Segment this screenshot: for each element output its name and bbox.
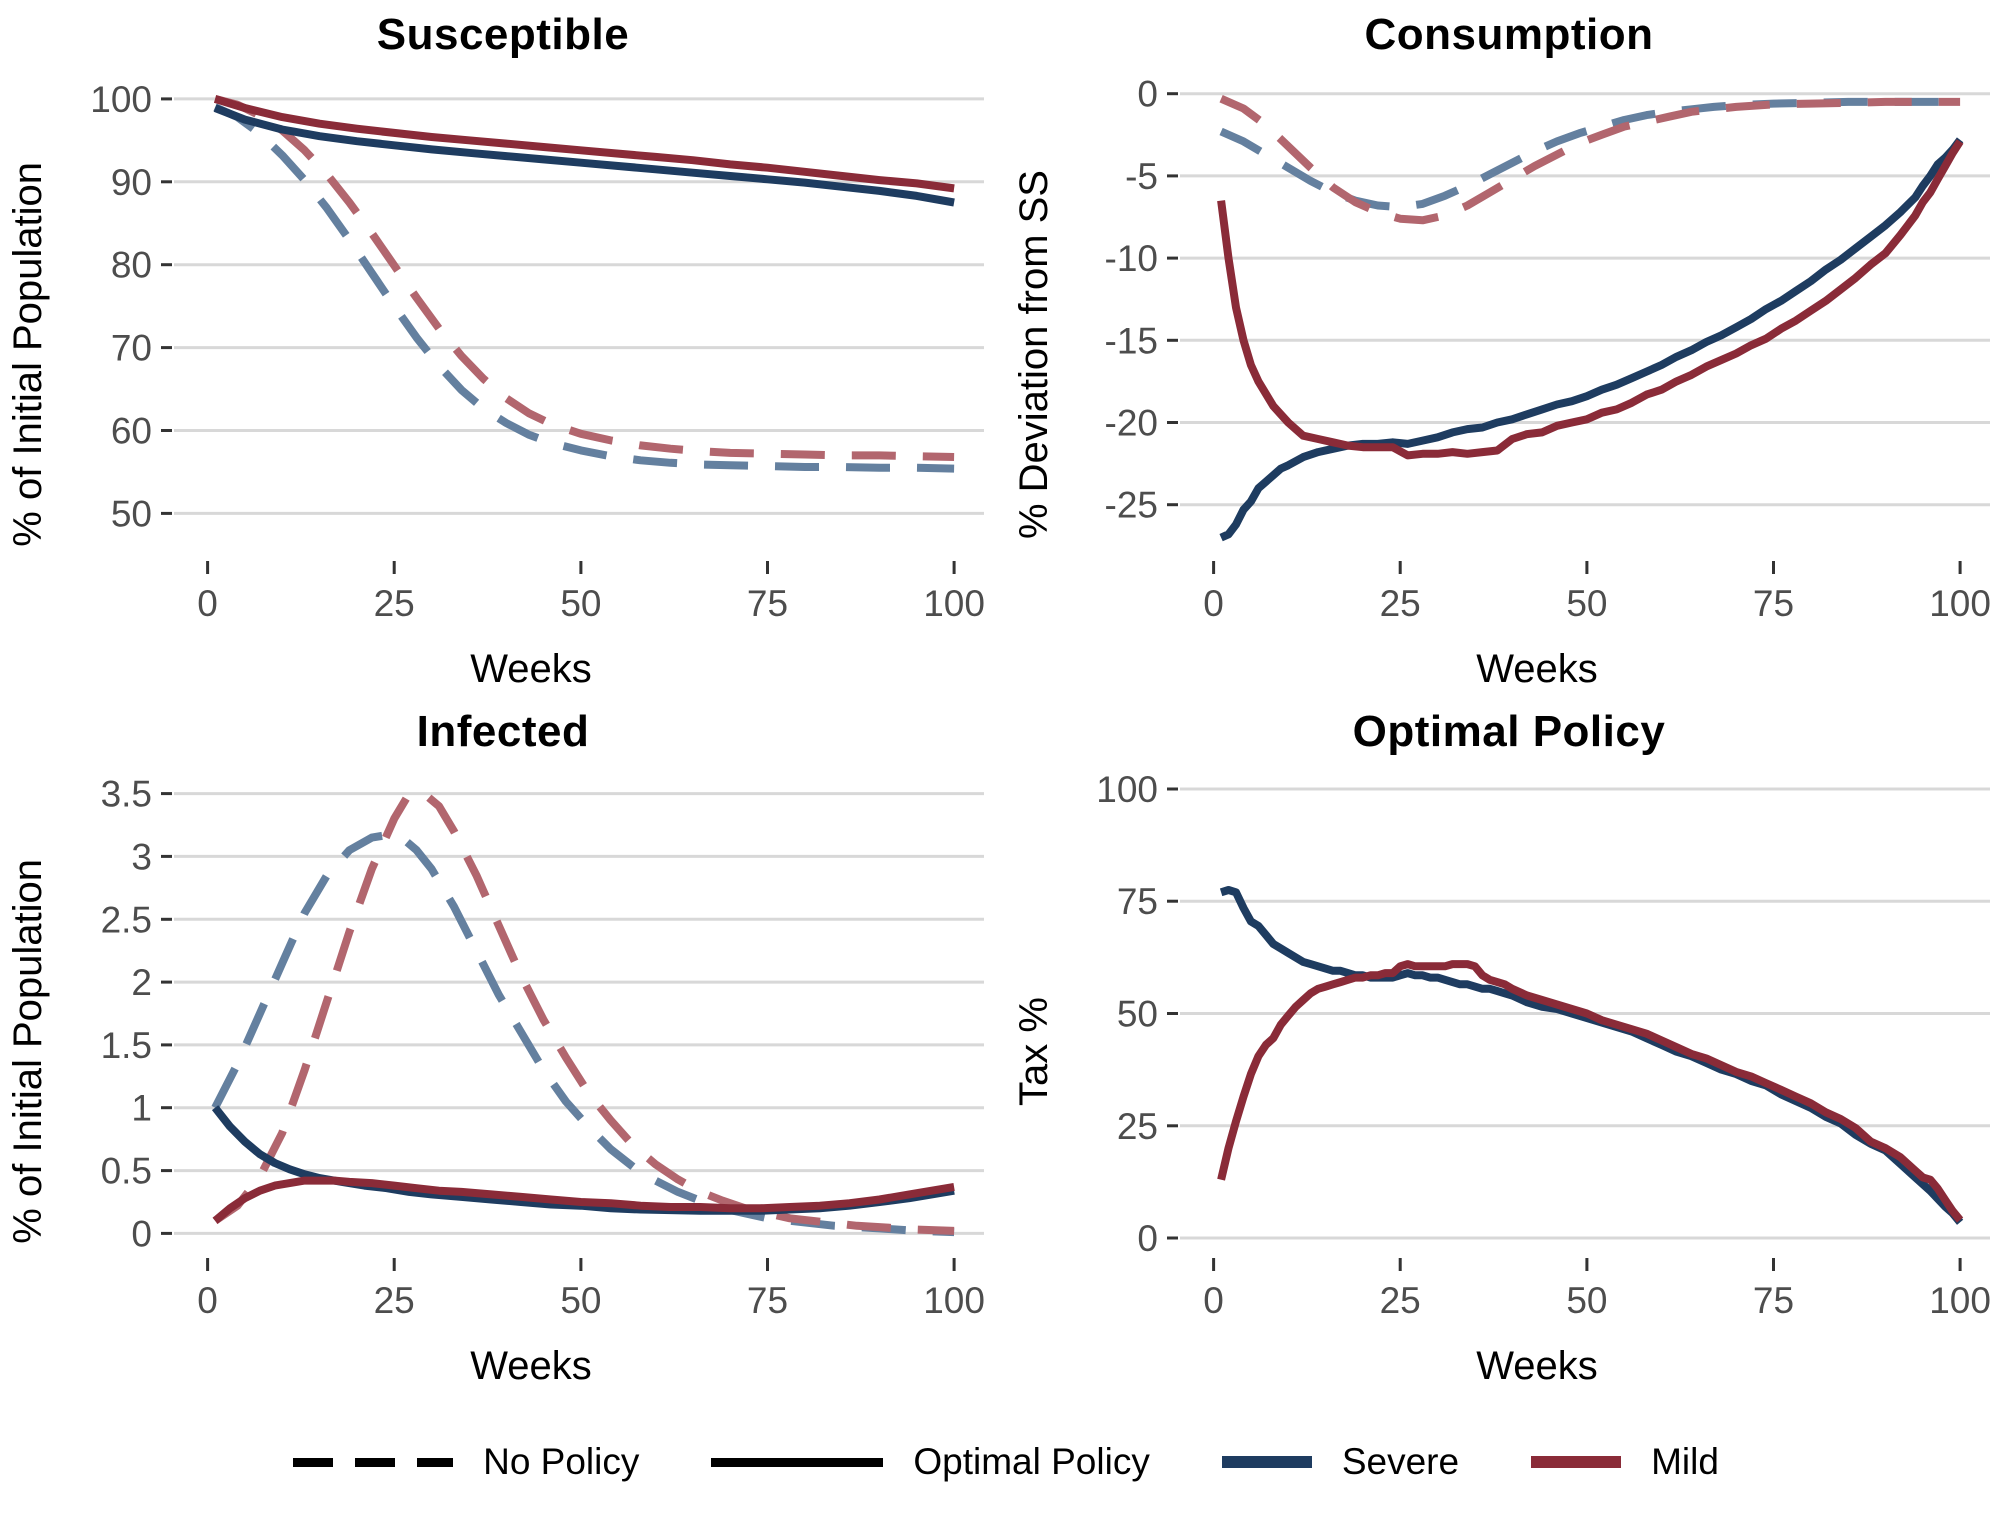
svg-text:-5: -5 — [1125, 156, 1158, 197]
mild-color-sample — [1531, 1456, 1622, 1468]
legend-item-optimal-policy: Optimal Policy — [711, 1441, 1150, 1483]
svg-text:3: 3 — [131, 836, 152, 877]
panel-consumption: Consumption % Deviation from SS 0 -5 -10 -1… — [1006, 0, 2012, 697]
svg-text:0: 0 — [1203, 583, 1224, 624]
svg-text:75: 75 — [1753, 583, 1794, 624]
svg-text:80: 80 — [111, 245, 152, 286]
x-axis-title-infected: Weeks — [470, 1344, 592, 1388]
x-axis-title-optimal-policy: Weeks — [1476, 1344, 1598, 1388]
panel-infected: Infected % of Initial Population 0 0.5 1 1.… — [0, 697, 1006, 1394]
panel-title-consumption: Consumption — [1364, 10, 1654, 59]
infected-chart: 0 0.5 1 1.5 2 2.5 3 3.5 0 25 50 75 100 — [101, 774, 985, 1321]
svg-text:90: 90 — [111, 162, 152, 203]
legend-label-optimal-policy: Optimal Policy — [913, 1441, 1150, 1482]
svg-text:100: 100 — [923, 1280, 985, 1321]
svg-text:0: 0 — [197, 1280, 218, 1321]
svg-text:3.5: 3.5 — [101, 774, 152, 815]
svg-text:0: 0 — [1137, 1218, 1158, 1259]
panel-title-susceptible: Susceptible — [376, 10, 630, 59]
legend-label-no-policy: No Policy — [483, 1441, 640, 1482]
svg-text:100: 100 — [90, 79, 152, 120]
svg-text:50: 50 — [1117, 994, 1158, 1035]
svg-text:75: 75 — [747, 583, 788, 624]
no-policy-dashed-line-sample — [293, 1457, 454, 1467]
svg-text:25: 25 — [1380, 1280, 1421, 1321]
svg-text:1: 1 — [131, 1088, 152, 1129]
svg-text:-10: -10 — [1105, 238, 1158, 279]
panel-title-optimal-policy: Optimal Policy — [1352, 707, 1666, 756]
legend-item-mild: Mild — [1531, 1441, 1719, 1483]
svg-text:-25: -25 — [1105, 485, 1158, 526]
y-axis-title-optimal-policy: Tax % — [1011, 997, 1056, 1106]
optimal-policy-solid-line-sample — [711, 1457, 884, 1467]
svg-text:25: 25 — [374, 583, 415, 624]
svg-text:25: 25 — [1380, 583, 1421, 624]
legend-item-severe: Severe — [1221, 1441, 1460, 1483]
legend-label-mild: Mild — [1651, 1441, 1719, 1482]
svg-text:50: 50 — [1566, 1280, 1607, 1321]
legend-label-severe: Severe — [1341, 1441, 1460, 1482]
svg-text:75: 75 — [1753, 1280, 1794, 1321]
svg-text:60: 60 — [111, 411, 152, 452]
svg-text:0: 0 — [1203, 1280, 1224, 1321]
svg-text:70: 70 — [111, 328, 152, 369]
svg-text:0.5: 0.5 — [101, 1151, 152, 1192]
y-axis-title-consumption: % Deviation from SS — [1011, 169, 1056, 540]
svg-text:100: 100 — [1929, 1280, 1991, 1321]
svg-text:25: 25 — [374, 1280, 415, 1321]
y-axis-title-infected: % of Initial Population — [5, 859, 50, 1244]
svg-text:0: 0 — [131, 1213, 152, 1254]
svg-text:75: 75 — [747, 1280, 788, 1321]
svg-text:50: 50 — [1566, 583, 1607, 624]
svg-text:2: 2 — [131, 962, 152, 1003]
severe-color-sample — [1221, 1456, 1312, 1468]
panel-grid: Susceptible % of Initial Population 50 60… — [0, 0, 2012, 1394]
panel-title-infected: Infected — [416, 707, 590, 756]
svg-text:75: 75 — [1117, 881, 1158, 922]
panel-susceptible: Susceptible % of Initial Population 50 60… — [0, 0, 1006, 697]
legend-item-no-policy: No Policy — [293, 1441, 639, 1483]
x-axis-title-susceptible: Weeks — [470, 647, 592, 691]
svg-text:100: 100 — [1929, 583, 1991, 624]
svg-text:100: 100 — [1096, 769, 1158, 810]
svg-text:1.5: 1.5 — [101, 1025, 152, 1066]
svg-text:-15: -15 — [1105, 320, 1158, 361]
svg-text:0: 0 — [197, 583, 218, 624]
legend: No Policy Optimal Policy Severe Mild — [0, 1394, 2012, 1530]
panel-optimal-policy: Optimal Policy Tax % 0 25 50 75 100 0 25 50 75 10… — [1006, 697, 2012, 1394]
susceptible-chart: 50 60 70 80 90 100 0 25 50 75 100 — [90, 79, 985, 624]
optimal-policy-chart: 0 25 50 75 100 0 25 50 75 100 — [1096, 769, 1991, 1321]
x-axis-title-consumption: Weeks — [1476, 647, 1598, 691]
svg-text:0: 0 — [1137, 74, 1158, 115]
svg-text:100: 100 — [923, 583, 985, 624]
svg-text:-20: -20 — [1105, 403, 1158, 444]
svg-text:50: 50 — [560, 1280, 601, 1321]
svg-text:50: 50 — [111, 493, 152, 534]
svg-text:2.5: 2.5 — [101, 899, 152, 940]
svg-text:50: 50 — [560, 583, 601, 624]
y-axis-title-susceptible: % of Initial Population — [5, 162, 50, 547]
consumption-chart: 0 -5 -10 -15 -20 -25 0 25 50 75 100 — [1105, 74, 1991, 624]
svg-text:25: 25 — [1117, 1106, 1158, 1147]
